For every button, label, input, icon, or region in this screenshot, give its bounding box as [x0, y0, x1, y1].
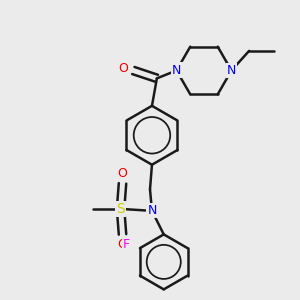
Text: F: F [123, 238, 130, 251]
Text: N: N [147, 204, 157, 218]
Text: N: N [173, 63, 182, 76]
Text: N: N [172, 64, 181, 77]
Text: O: O [118, 167, 128, 180]
Text: O: O [118, 62, 128, 75]
Text: S: S [116, 202, 125, 216]
Text: N: N [227, 64, 236, 77]
Text: O: O [118, 238, 128, 251]
